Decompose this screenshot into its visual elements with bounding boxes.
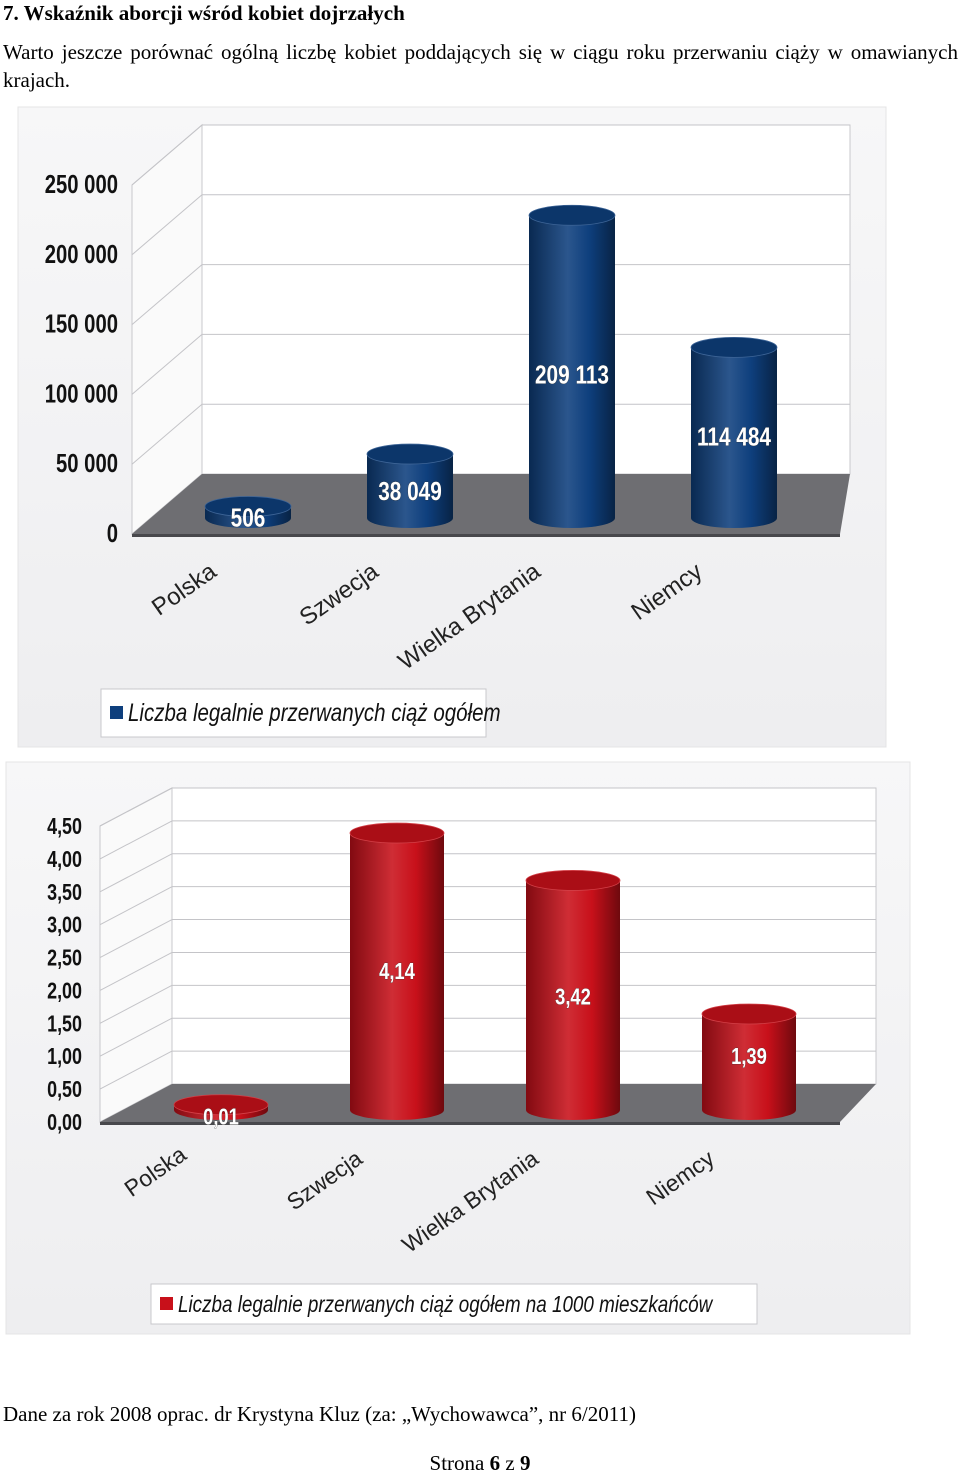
footer-separator: z	[505, 1451, 515, 1475]
gridline	[99, 787, 173, 827]
y-tick-label: 1,50	[47, 1011, 82, 1037]
bar-top	[366, 443, 454, 465]
bar-top	[349, 822, 445, 844]
y-tick-label: 200 000	[45, 239, 118, 268]
bar-body	[526, 880, 620, 1120]
gridline	[99, 886, 173, 926]
page-footer: Strona 6 z 9	[0, 1449, 960, 1477]
y-tick-label: 250 000	[45, 170, 118, 199]
chart-floor-edge	[100, 1122, 840, 1125]
bar-2	[525, 870, 621, 1120]
y-tick-label: 2,50	[47, 945, 82, 971]
bar-body	[702, 1013, 796, 1120]
bar-2	[528, 204, 616, 528]
chart-abortions-per-1000: 0,00 0,50 1,00 1,50 2,00 2,50 3,00 3,50 4,00 4,50…	[5, 761, 911, 1335]
gridline	[99, 1017, 173, 1057]
bar-body	[367, 454, 453, 528]
side-wall	[131, 123, 203, 536]
bar-top	[525, 870, 621, 891]
chart-floor	[100, 1084, 876, 1122]
legend-label: Liczba legalnie przerwanych ciąż ogółem	[128, 698, 501, 726]
gridline	[131, 194, 203, 256]
data-label: 506	[231, 503, 266, 532]
data-label: 3,42	[555, 985, 591, 1010]
bar-0	[173, 1094, 269, 1120]
data-label: 209 113	[535, 360, 609, 389]
legend-swatch	[110, 706, 123, 719]
data-label: 38 049	[378, 477, 442, 506]
y-tick-label: 100 000	[45, 379, 118, 408]
legend-swatch	[160, 1297, 173, 1310]
legend-box	[150, 1283, 758, 1325]
bar-0	[204, 496, 292, 528]
gridline	[99, 952, 173, 991]
footer-page-total: 9	[519, 1451, 531, 1475]
gridline	[99, 919, 173, 958]
gridline	[131, 403, 203, 465]
footer-page-number: 6	[489, 1451, 501, 1475]
data-label: 0,01	[203, 1105, 239, 1130]
intro-paragraph: Warto jeszcze porównać ogólną liczbę kob…	[3, 40, 958, 92]
y-tick-label: 0	[107, 519, 118, 548]
gridline	[131, 334, 203, 395]
bar-3	[701, 1003, 797, 1120]
bar-3	[690, 336, 778, 528]
gridline	[99, 853, 173, 893]
chart-floor-edge	[132, 534, 840, 537]
bar-top	[690, 336, 778, 358]
y-tick-label: 150 000	[45, 309, 118, 338]
y-tick-label: 0,50	[47, 1077, 82, 1103]
y-tick-label: 4,00	[47, 847, 82, 873]
y-tick-label: 4,50	[47, 814, 82, 840]
data-label: 114 484	[697, 422, 771, 451]
bar-1	[349, 822, 445, 1120]
footer-prefix: Strona	[429, 1451, 485, 1475]
bar-top	[173, 1094, 269, 1116]
gridline	[99, 1050, 173, 1090]
legend-label: Liczba legalnie przerwanych ciąż ogółem …	[178, 1292, 714, 1317]
source-note: Dane za rok 2008 oprac. dr Krystyna Kluz…	[3, 1402, 636, 1426]
bar-top	[528, 204, 616, 226]
bar-body	[691, 347, 777, 528]
y-tick-label: 3,50	[47, 880, 82, 906]
side-wall	[99, 787, 173, 1123]
legend-box	[100, 688, 487, 738]
gridline	[131, 124, 203, 186]
y-tick-label: 50 000	[56, 449, 118, 478]
bar-body	[350, 833, 444, 1120]
y-tick-label: 1,00	[47, 1044, 82, 1070]
data-label: 1,39	[731, 1044, 767, 1069]
gridline	[99, 820, 173, 860]
bar-top	[701, 1003, 797, 1025]
y-tick-label: 0,00	[47, 1110, 82, 1136]
gridline	[131, 264, 203, 325]
section-heading: 7. Wskaźnik aborcji wśród kobiet dojrzał…	[3, 1, 405, 25]
y-tick-label: 2,00	[47, 978, 82, 1004]
bar-body	[529, 215, 615, 528]
gridline	[99, 984, 173, 1024]
chart-total-abortions: 0 50 000 100 000 150 000 200 000 250 000 506 38…	[17, 106, 887, 748]
data-label: 4,14	[379, 959, 415, 984]
chart-floor	[132, 474, 850, 534]
bar-1	[366, 443, 454, 528]
y-tick-label: 3,00	[47, 913, 82, 939]
bar-top	[204, 496, 292, 517]
